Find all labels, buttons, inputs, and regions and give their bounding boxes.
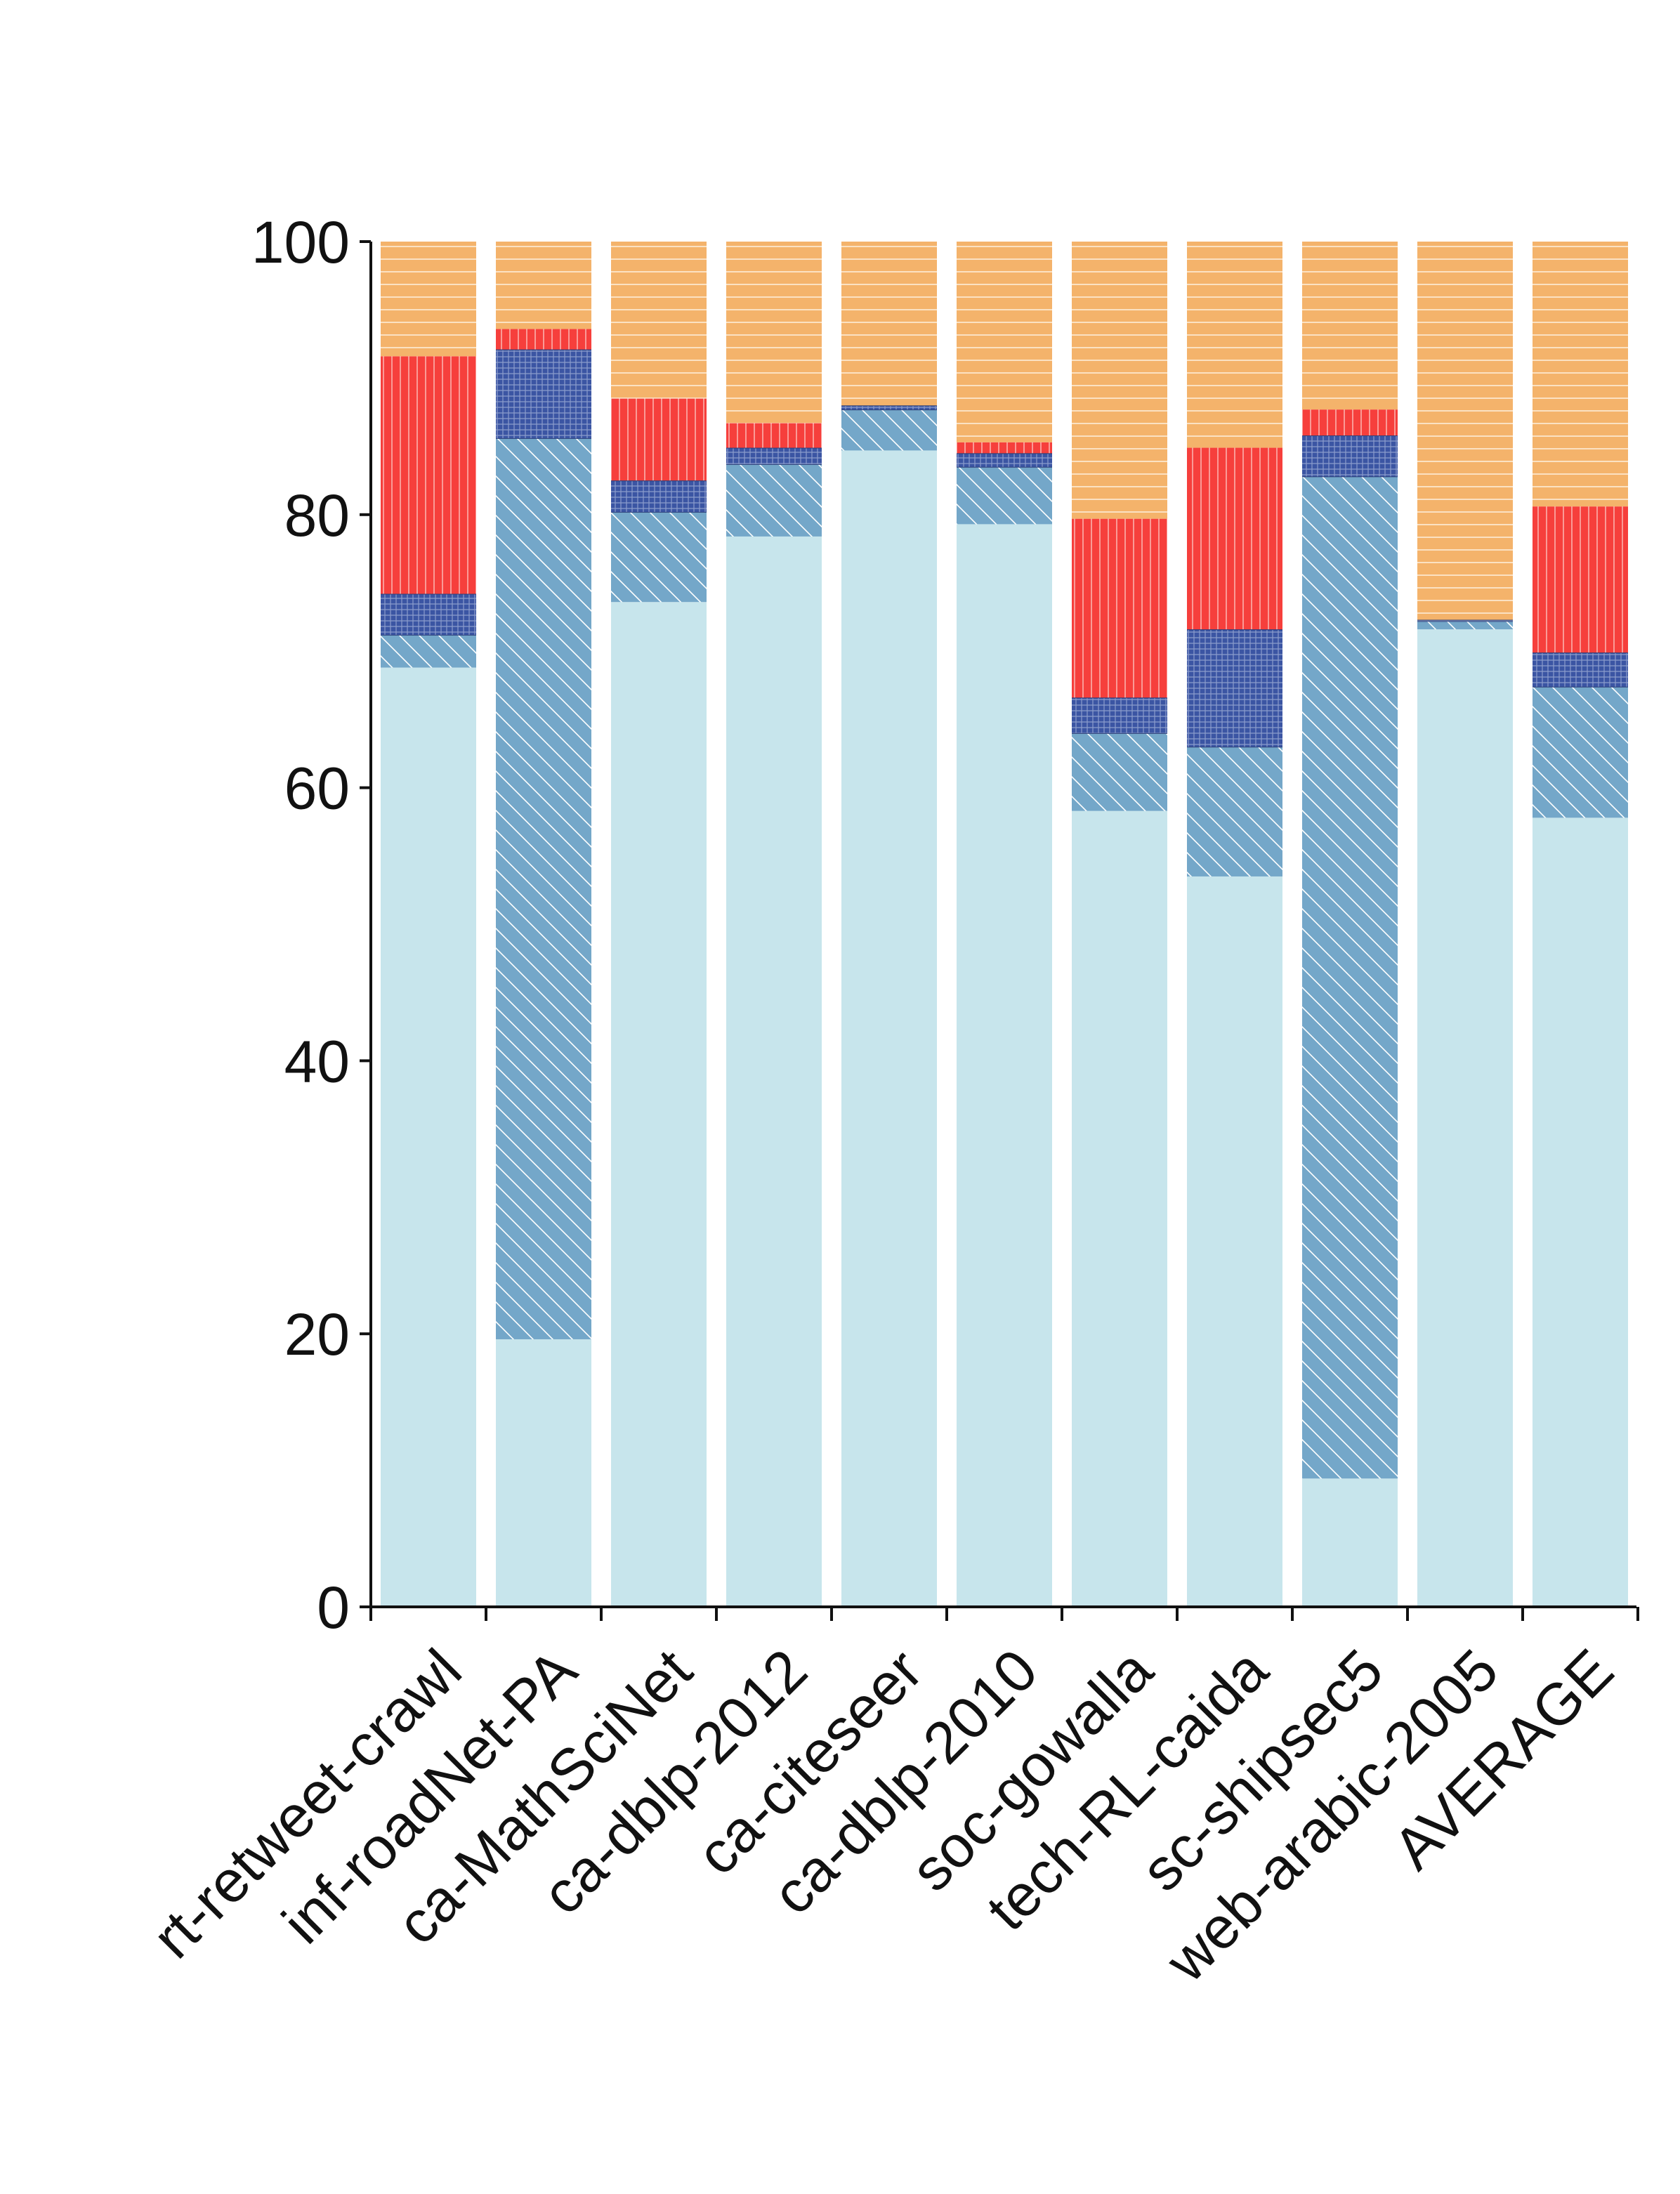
- bar-segment-tech-RL-caida-s3: [1187, 447, 1282, 630]
- bar-segment-ca-MathSciNet-s1: [611, 511, 707, 603]
- bar-segment-AVERAGE-s1: [1533, 686, 1628, 818]
- bar-segment-ca-dblp-2012-s0: [726, 536, 822, 1607]
- bar-segment-tech-RL-caida-s1: [1187, 747, 1282, 876]
- y-tick-label: 100: [251, 209, 350, 275]
- bar-segment-ca-MathSciNet-s3: [611, 398, 707, 481]
- bar-segment-web-arabic-2005-s0: [1417, 629, 1513, 1608]
- bar-segment-soc-gowalla-s2: [1072, 697, 1167, 733]
- bar-segment-ca-dblp-2012-s1: [726, 464, 822, 537]
- y-tick-label: 20: [284, 1301, 350, 1367]
- bar-segment-soc-gowalla-s3: [1072, 518, 1167, 698]
- bar-segment-ca-citeseer-s2: [841, 405, 937, 410]
- bar-segment-rt-retweet-crawl-s2: [381, 593, 476, 635]
- bar-segment-soc-gowalla-s1: [1072, 733, 1167, 811]
- bar-segment-ca-dblp-2012-s2: [726, 447, 822, 464]
- bar-segment-inf-roadNet-PA-s1: [496, 438, 591, 1339]
- bar-segment-ca-dblp-2010-s1: [957, 466, 1052, 525]
- bar-segment-rt-retweet-crawl-s0: [381, 667, 476, 1607]
- bar-segment-sc-shipsec5-s3: [1302, 409, 1398, 436]
- bar-segment-soc-gowalla-s4: [1072, 242, 1167, 519]
- bar-segment-inf-roadNet-PA-s2: [496, 349, 591, 438]
- bar-segment-web-arabic-2005-s1: [1417, 621, 1513, 630]
- axes-layer: [360, 240, 1639, 1621]
- bar-segment-sc-shipsec5-s4: [1302, 242, 1398, 410]
- bar-segment-soc-gowalla-s0: [1072, 810, 1167, 1607]
- bar-segment-ca-dblp-2010-s4: [957, 242, 1052, 442]
- bar-segment-ca-citeseer-s4: [841, 242, 937, 406]
- bar-segment-ca-citeseer-s1: [841, 409, 937, 451]
- bar-segment-tech-RL-caida-s4: [1187, 242, 1282, 448]
- bar-segment-ca-dblp-2012-s4: [726, 242, 822, 423]
- bar-segment-rt-retweet-crawl-s3: [381, 356, 476, 594]
- bars-layer: [381, 242, 1628, 1608]
- bar-segment-web-arabic-2005-s4: [1417, 242, 1513, 620]
- y-tick-label: 60: [284, 756, 350, 822]
- bar-segment-tech-RL-caida-s2: [1187, 629, 1282, 747]
- y-tick-label: 0: [317, 1575, 350, 1641]
- bar-segment-ca-dblp-2010-s0: [957, 524, 1052, 1608]
- bar-segment-rt-retweet-crawl-s1: [381, 634, 476, 668]
- bar-segment-inf-roadNet-PA-s4: [496, 242, 591, 329]
- bar-segment-tech-RL-caida-s0: [1187, 876, 1282, 1607]
- bar-segment-ca-MathSciNet-s0: [611, 602, 707, 1607]
- bar-segment-AVERAGE-s0: [1533, 817, 1628, 1607]
- bar-segment-sc-shipsec5-s2: [1302, 435, 1398, 477]
- bar-segment-ca-dblp-2012-s3: [726, 423, 822, 448]
- bar-segment-rt-retweet-crawl-s4: [381, 242, 476, 357]
- bar-segment-AVERAGE-s2: [1533, 652, 1628, 687]
- bar-segment-AVERAGE-s4: [1533, 242, 1628, 507]
- y-tick-label: 80: [284, 482, 350, 548]
- bar-segment-inf-roadNet-PA-s3: [496, 329, 591, 350]
- bar-segment-ca-citeseer-s0: [841, 450, 937, 1607]
- bar-segment-ca-MathSciNet-s4: [611, 242, 707, 399]
- bar-segment-ca-MathSciNet-s2: [611, 480, 707, 512]
- bar-segment-AVERAGE-s3: [1533, 506, 1628, 653]
- bar-segment-ca-dblp-2010-s3: [957, 442, 1052, 454]
- bar-segment-inf-roadNet-PA-s0: [496, 1339, 591, 1607]
- bar-segment-sc-shipsec5-s1: [1302, 476, 1398, 1479]
- y-tick-label: 40: [284, 1028, 350, 1094]
- bar-segment-sc-shipsec5-s0: [1302, 1478, 1398, 1607]
- bar-segment-ca-dblp-2010-s2: [957, 453, 1052, 467]
